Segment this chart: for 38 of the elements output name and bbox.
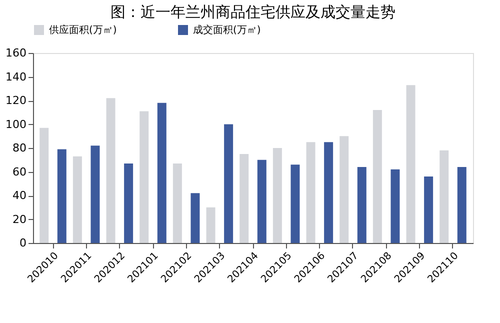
bar: [306, 142, 316, 243]
bar: [106, 98, 116, 243]
chart-title: 图：近一年兰州商品住宅供应及成交量走势: [110, 3, 396, 21]
bar: [324, 142, 334, 243]
legend-label: 供应面积(万㎡): [49, 24, 117, 36]
bar: [157, 102, 166, 243]
bar: [390, 169, 400, 243]
bar: [440, 150, 449, 243]
legend-label: 成交面积(万㎡): [193, 24, 261, 36]
bar: [424, 176, 434, 243]
bar: [357, 167, 366, 243]
bar: [372, 110, 382, 243]
y-tick-label: 80: [12, 142, 26, 154]
bar: [206, 207, 216, 243]
bar: [90, 146, 100, 243]
bar: [40, 128, 49, 243]
bar: [190, 193, 200, 243]
bar: [140, 111, 149, 243]
bar: [290, 164, 300, 243]
y-tick-label: 120: [6, 94, 26, 107]
bar: [257, 160, 266, 243]
y-tick-label: 140: [6, 70, 26, 84]
bar: [457, 167, 466, 243]
bar: [124, 163, 134, 243]
y-tick-label: 20: [12, 212, 26, 226]
y-tick-label: 0: [20, 236, 26, 250]
y-tick-label: 100: [6, 118, 26, 131]
bar: [57, 149, 66, 243]
bar: [406, 85, 416, 243]
bar: [172, 163, 182, 243]
y-tick-label: 160: [6, 46, 26, 60]
bar: [240, 154, 249, 243]
y-tick-label: 60: [12, 165, 26, 178]
bar: [272, 148, 282, 243]
bar: [340, 136, 349, 243]
bar: [72, 156, 82, 243]
y-tick-label: 40: [12, 189, 26, 202]
bar: [224, 124, 234, 243]
